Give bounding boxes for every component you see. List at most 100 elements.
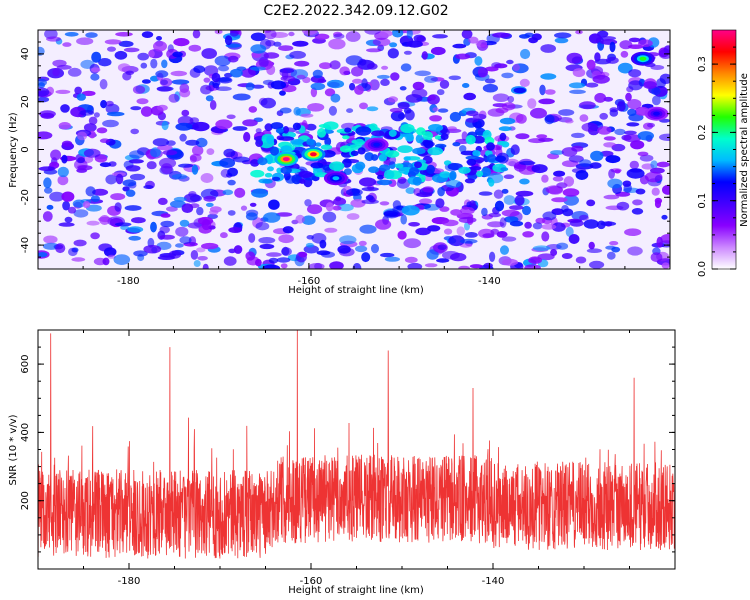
heatmap-blob xyxy=(407,262,423,269)
heatmap-blob xyxy=(82,201,91,209)
heatmap-blob xyxy=(278,136,295,141)
heatmap-blob xyxy=(458,166,471,174)
y-tick-label: -40 xyxy=(20,237,31,253)
heatmap-blob xyxy=(280,263,288,269)
snr-x-ticks: -180 -160 -140 xyxy=(37,330,676,587)
heatmap-blob xyxy=(600,221,617,226)
heatmap-blob xyxy=(637,151,649,157)
heatmap-blob xyxy=(248,106,258,113)
heatmap-blob xyxy=(478,191,493,196)
heatmap-blob xyxy=(524,264,541,269)
heatmap-blob xyxy=(242,119,258,127)
heatmap-blob xyxy=(562,188,580,197)
heatmap-blob xyxy=(342,158,352,168)
heatmap-blob xyxy=(482,83,498,93)
heatmap-blob xyxy=(130,128,139,135)
heatmap-blob xyxy=(606,56,619,64)
heatmap-blob xyxy=(550,150,565,155)
heatmap-blob xyxy=(337,203,354,212)
heatmap-blob xyxy=(439,79,450,89)
heatmap-blob xyxy=(369,123,378,131)
heatmap-blob xyxy=(58,122,71,130)
heatmap-blob xyxy=(241,68,256,78)
heatmap-blob xyxy=(298,170,313,179)
heatmap-blob xyxy=(128,159,144,164)
heatmap-blob xyxy=(522,231,534,238)
heatmap-blob xyxy=(305,242,314,248)
heatmap-blob xyxy=(500,167,509,172)
heatmap-blob xyxy=(301,30,318,35)
heatmap-blob xyxy=(472,150,481,157)
heatmap-blob xyxy=(62,42,72,47)
heatmap-blob xyxy=(556,242,569,250)
heatmap-blob xyxy=(122,179,137,187)
heatmap-blob xyxy=(86,220,100,226)
heatmap-blob xyxy=(486,142,495,151)
heatmap-blob xyxy=(614,128,626,136)
heatmap-blob xyxy=(282,226,294,234)
heatmap-blob xyxy=(416,35,427,43)
heatmap-blob xyxy=(429,115,442,122)
heatmap-blob xyxy=(329,161,345,171)
heatmap-blob xyxy=(92,188,109,196)
heatmap-blob xyxy=(607,251,616,260)
heatmap-blob xyxy=(222,189,234,196)
heatmap-blob xyxy=(509,205,524,211)
heatmap-blob xyxy=(275,212,293,217)
heatmap-blob xyxy=(541,174,549,183)
heatmap-blob xyxy=(306,138,315,146)
heatmap-blob xyxy=(38,87,50,97)
heatmap-blob xyxy=(383,209,400,219)
heatmap-blob xyxy=(564,119,574,124)
heatmap-blob xyxy=(255,139,263,148)
heatmap-blob xyxy=(232,93,251,101)
heatmap-blob xyxy=(626,168,645,179)
heatmap-blob xyxy=(568,82,586,89)
heatmap-blob xyxy=(647,122,655,128)
heatmap-blob xyxy=(404,109,415,121)
heatmap-blob xyxy=(333,33,345,39)
heatmap-blob xyxy=(259,243,275,250)
heatmap-blob xyxy=(501,102,516,111)
heatmap-blob xyxy=(405,94,423,103)
heatmap-blob xyxy=(401,205,420,216)
heatmap-blob xyxy=(635,188,646,195)
heatmap-blob xyxy=(603,194,620,200)
heatmap-blob xyxy=(260,97,276,109)
heatmap-blob xyxy=(416,127,426,136)
heatmap-blob xyxy=(620,50,629,58)
heatmap-blob xyxy=(408,222,420,227)
heatmap-blob xyxy=(456,226,465,236)
heatmap-blob xyxy=(392,200,402,210)
heatmap-blob xyxy=(357,147,366,155)
heatmap-blob xyxy=(371,154,379,161)
colorbar-tick-label: 0.3 xyxy=(697,56,708,72)
heatmap-blob xyxy=(518,34,531,39)
heatmap-blob xyxy=(500,245,509,255)
heatmap-blob xyxy=(345,31,361,42)
heatmap-blob xyxy=(594,52,601,62)
heatmap-blob xyxy=(403,50,412,55)
heatmap-blob xyxy=(639,154,654,162)
heatmap-blob xyxy=(189,155,197,163)
colorbar-ticks: 0.0 0.1 0.2 0.3 xyxy=(697,46,736,277)
heatmap-blob xyxy=(325,202,334,212)
heatmap-blob xyxy=(515,190,534,197)
heatmap-blob xyxy=(99,215,111,225)
heatmap-blob xyxy=(531,164,548,174)
heatmap-blob xyxy=(532,222,543,230)
heatmap-blob xyxy=(551,197,568,203)
heatmap-blob xyxy=(203,195,216,202)
heatmap-blob xyxy=(103,247,117,257)
heatmap-blob xyxy=(484,78,496,84)
heatmap-blob xyxy=(579,159,592,168)
heatmap-blob xyxy=(96,127,108,134)
heatmap-blob xyxy=(270,80,287,90)
heatmap-blob xyxy=(67,206,77,214)
heatmap-blob xyxy=(127,226,144,233)
heatmap-blob xyxy=(170,200,186,208)
heatmap-blob xyxy=(83,148,101,158)
heatmap-blob xyxy=(624,130,637,135)
heatmap-blob xyxy=(452,43,467,49)
heatmap-blob xyxy=(346,213,360,220)
